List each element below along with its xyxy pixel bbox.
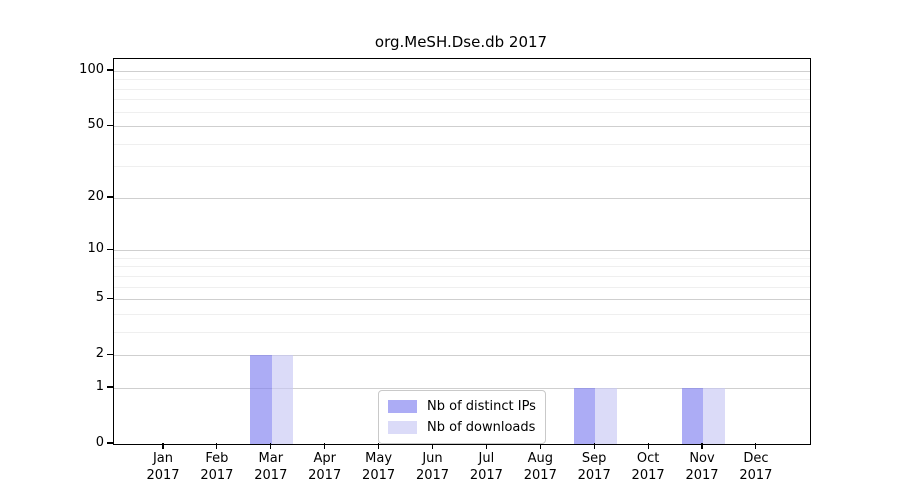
gridline-minor <box>114 166 810 168</box>
x-tick-year: 2017 <box>685 468 719 483</box>
gridline-minor <box>114 331 810 333</box>
y-tick-label: 100 <box>79 62 104 77</box>
x-tick-label: Dec 2017 <box>724 450 788 484</box>
gridline-major <box>114 299 810 301</box>
y-tick-label: 10 <box>87 241 104 257</box>
x-tick-month: Sep <box>581 451 607 466</box>
x-tick-mark <box>431 443 434 449</box>
x-tick-year: 2017 <box>739 468 773 483</box>
chart-title: org.MeSH.Dse.db 2017 <box>374 33 548 51</box>
x-tick-mark <box>162 443 164 449</box>
legend-label-downloads: Nb of downloads <box>427 420 536 435</box>
x-tick-month: Dec <box>743 451 769 466</box>
y-tick-mark <box>107 386 113 388</box>
gridline-minor <box>114 286 810 288</box>
x-tick-label: Mar 2017 <box>239 450 303 484</box>
x-tick-mark <box>216 443 218 449</box>
x-tick-label: May 2017 <box>347 450 411 484</box>
gridline-minor <box>114 99 810 101</box>
x-tick-mark <box>270 443 272 449</box>
gridline-major <box>114 355 810 357</box>
legend-item-distinct-ips: Nb of distinct IPs <box>388 396 536 417</box>
plot-area: Nb of distinct IPs Nb of downloads <box>113 58 811 445</box>
x-tick-year: 2017 <box>308 468 342 483</box>
bar-downloads-mar <box>271 355 294 444</box>
x-tick-year: 2017 <box>415 468 450 483</box>
y-tick-mark <box>107 196 113 198</box>
y-tick-label: 20 <box>87 188 104 204</box>
x-tick-mark <box>485 443 487 449</box>
gridline-major <box>114 250 810 252</box>
bar-downloads-sep <box>595 387 617 444</box>
y-tick-label: 1 <box>95 378 104 394</box>
gridline-minor <box>114 266 810 268</box>
x-tick-label: Apr 2017 <box>293 450 357 484</box>
x-tick-label: Aug 2017 <box>508 450 572 484</box>
x-tick-month: Jun <box>422 451 443 466</box>
y-tick-label: 0 <box>95 435 104 450</box>
y-tick-mark <box>107 124 113 126</box>
legend: Nb of distinct IPs Nb of downloads <box>378 390 546 444</box>
x-tick-year: 2017 <box>362 468 396 483</box>
legend-swatch-distinct-ips <box>388 400 417 413</box>
gridline-major <box>114 126 810 128</box>
bar-downloads-nov <box>703 387 725 444</box>
gridline-major <box>114 71 810 73</box>
x-tick-month: Mar <box>258 451 284 466</box>
x-tick-mark <box>701 443 703 449</box>
y-tick-label: 2 <box>95 346 104 362</box>
x-tick-month: Nov <box>689 451 715 466</box>
y-tick-mark <box>107 297 113 299</box>
gridline-minor <box>114 257 810 259</box>
y-tick-mark <box>107 248 113 250</box>
x-tick-mark <box>539 443 541 449</box>
x-tick-label: Oct 2017 <box>616 450 680 484</box>
x-tick-label: Sep 2017 <box>562 450 626 484</box>
x-tick-month: May <box>365 451 393 466</box>
x-tick-month: Jan <box>152 451 174 466</box>
x-tick-mark <box>324 443 326 449</box>
x-tick-month: Apr <box>313 451 336 466</box>
gridline-minor <box>114 79 810 81</box>
x-tick-month: Aug <box>527 451 553 466</box>
bar-distinct-ips-sep <box>573 387 596 444</box>
gridline-minor <box>114 275 810 277</box>
y-tick-mark <box>107 353 113 355</box>
legend-swatch-downloads <box>388 421 417 434</box>
x-tick-month: Oct <box>636 451 660 466</box>
x-tick-label: Jul 2017 <box>454 450 518 484</box>
gridline-minor <box>114 143 810 145</box>
x-tick-year: 2017 <box>200 468 234 483</box>
x-tick-label: Jun 2017 <box>401 450 465 484</box>
gridline-minor <box>114 88 810 90</box>
y-tick-mark <box>107 442 113 444</box>
y-tick-label: 5 <box>95 290 104 306</box>
bar-distinct-ips-mar <box>250 355 272 444</box>
gridline-major <box>114 197 810 200</box>
gridline-major <box>114 387 810 390</box>
x-tick-month: Jul <box>478 451 495 466</box>
x-tick-year: 2017 <box>469 468 503 483</box>
x-tick-year: 2017 <box>146 468 180 483</box>
x-tick-label: Nov 2017 <box>670 450 734 484</box>
x-tick-mark <box>378 443 380 449</box>
x-tick-month: Feb <box>205 451 229 466</box>
bar-distinct-ips-nov <box>681 387 703 444</box>
x-tick-year: 2017 <box>631 468 665 483</box>
gridline-minor <box>114 313 810 315</box>
y-tick-label: 50 <box>87 117 104 133</box>
gridline-minor <box>114 111 810 113</box>
x-tick-year: 2017 <box>254 468 288 483</box>
y-tick-mark <box>107 69 113 71</box>
x-tick-label: Feb 2017 <box>185 450 249 484</box>
x-tick-mark <box>647 443 649 449</box>
x-tick-mark <box>593 443 595 449</box>
legend-item-downloads: Nb of downloads <box>388 417 536 438</box>
x-tick-mark <box>755 443 757 449</box>
x-tick-year: 2017 <box>577 468 611 483</box>
legend-label-distinct-ips: Nb of distinct IPs <box>427 399 536 414</box>
x-tick-label: Jan 2017 <box>131 450 195 484</box>
x-tick-year: 2017 <box>523 468 557 483</box>
